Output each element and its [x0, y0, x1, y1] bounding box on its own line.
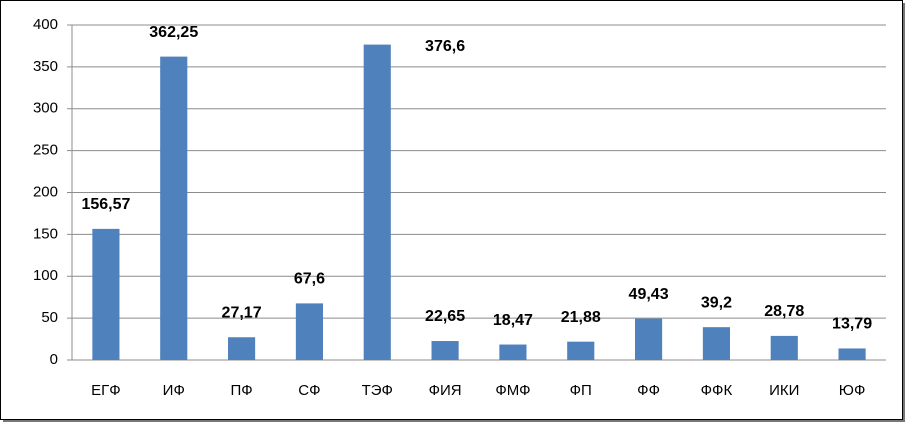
bar — [295, 303, 323, 360]
y-tick-label: 50 — [41, 309, 58, 326]
y-tick-label: 150 — [33, 225, 58, 242]
bar — [228, 337, 256, 360]
value-label: 362,25 — [149, 24, 198, 41]
y-tick-label: 200 — [33, 183, 58, 200]
value-label: 21,88 — [561, 309, 601, 326]
x-tick-label: ПФ — [230, 382, 252, 399]
y-tick-label: 100 — [33, 267, 58, 284]
bar — [499, 344, 527, 360]
y-tick-label: 350 — [33, 58, 58, 75]
y-tick-label: 400 — [33, 16, 58, 33]
bar — [702, 327, 730, 360]
x-tick-label: СФ — [298, 382, 320, 399]
x-tick-label: ТЭФ — [362, 382, 393, 399]
bar — [838, 348, 866, 360]
value-label: 27,17 — [222, 304, 262, 321]
value-label: 39,2 — [701, 294, 732, 311]
bar — [363, 44, 391, 360]
bar — [567, 341, 595, 360]
value-label: 67,6 — [294, 271, 325, 288]
x-tick-label: ФМФ — [495, 382, 530, 399]
x-tick-label: ЮФ — [839, 382, 866, 399]
bar — [635, 318, 663, 360]
x-tick-label: ЕГФ — [91, 382, 121, 399]
value-label: 13,79 — [832, 316, 872, 333]
value-label: 49,43 — [629, 286, 669, 303]
x-tick-label: ФП — [570, 382, 592, 399]
bar — [431, 341, 459, 360]
y-tick-label: 300 — [33, 100, 58, 117]
y-tick-label: 250 — [33, 142, 58, 159]
x-tick-label: ФФК — [701, 382, 733, 399]
bar — [770, 335, 798, 360]
bar — [160, 56, 188, 360]
y-tick-label: 0 — [50, 351, 58, 368]
value-label: 28,78 — [764, 303, 804, 320]
value-label: 22,65 — [425, 308, 465, 325]
x-tick-label: ИКИ — [769, 382, 799, 399]
value-label: 376,6 — [425, 38, 465, 55]
value-label: 18,47 — [493, 312, 533, 329]
bar — [92, 228, 120, 360]
x-tick-label: ИФ — [163, 382, 185, 399]
value-label: 156,57 — [81, 196, 130, 213]
x-tick-label: ФФ — [637, 382, 660, 399]
x-tick-label: ФИЯ — [429, 382, 462, 399]
